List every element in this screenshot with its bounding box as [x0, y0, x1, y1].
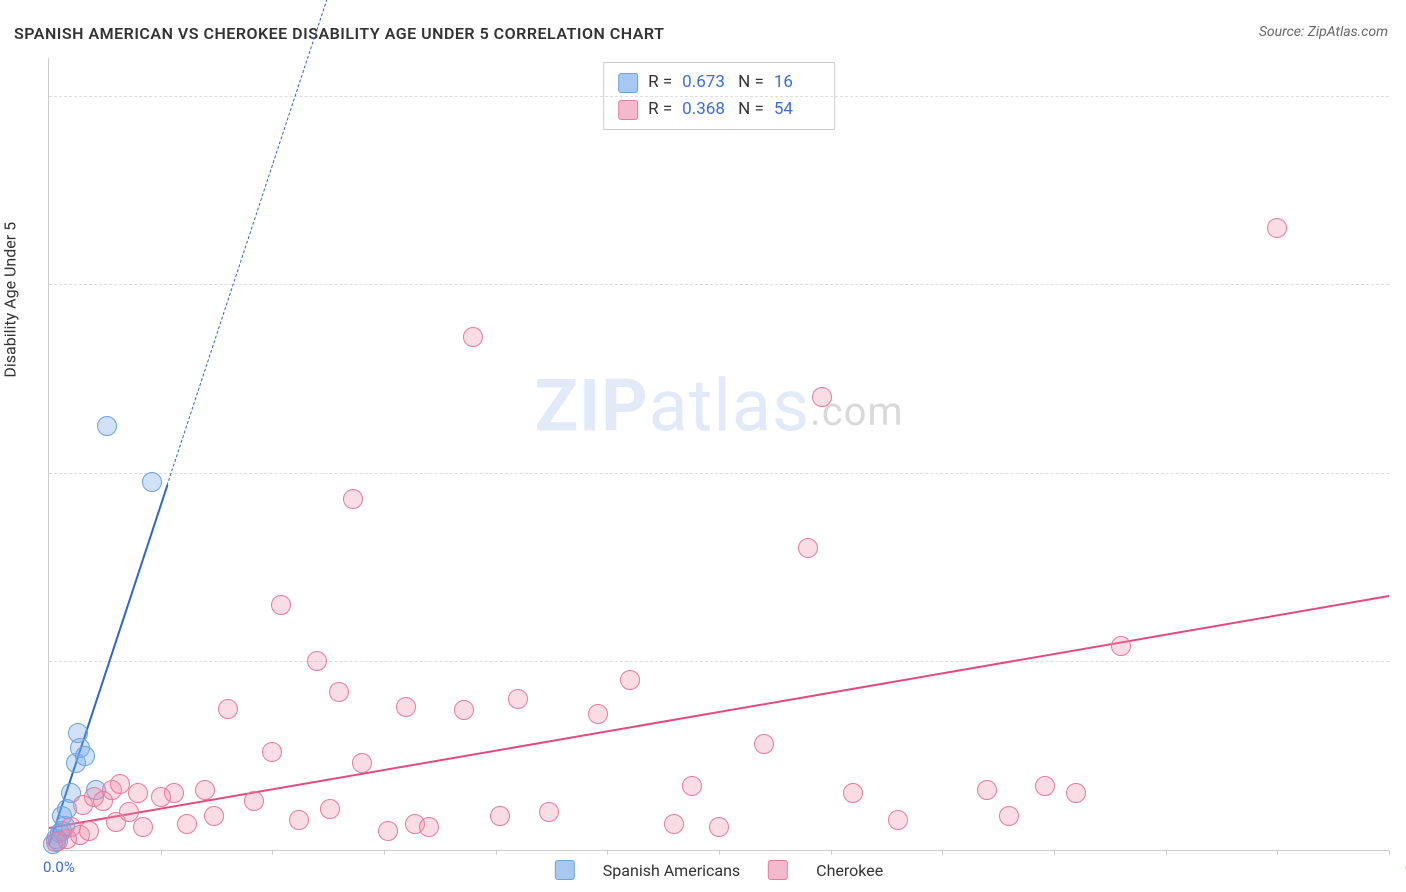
data-point — [754, 734, 774, 754]
data-point — [588, 704, 608, 724]
data-point — [812, 387, 832, 407]
gridline — [49, 96, 1389, 97]
x-tick-mark — [831, 850, 832, 855]
gridline — [49, 284, 1389, 285]
data-point — [620, 670, 640, 690]
x-tick-mark — [1166, 850, 1167, 855]
data-point — [1267, 218, 1287, 238]
x-tick-mark — [607, 850, 608, 855]
r-value: 0.368 — [682, 96, 728, 123]
x-tick-mark — [1054, 850, 1055, 855]
data-point — [977, 780, 997, 800]
data-point — [307, 651, 327, 671]
data-point — [454, 700, 474, 720]
data-point — [97, 416, 117, 436]
data-point — [177, 814, 197, 834]
n-value: 54 — [774, 96, 820, 123]
data-point — [888, 810, 908, 830]
data-point — [68, 723, 88, 743]
y-tick-label: 10.0% — [1397, 652, 1406, 670]
swatch-icon — [618, 100, 638, 120]
data-point — [133, 817, 153, 837]
data-point — [352, 753, 372, 773]
stats-row-spanish: R = 0.673 N = 16 — [618, 69, 820, 96]
data-point — [664, 814, 684, 834]
data-point — [798, 538, 818, 558]
swatch-icon — [555, 860, 575, 880]
gridline — [49, 473, 1389, 474]
regression-line-extrapolation — [167, 0, 362, 485]
legend-label: Cherokee — [816, 861, 883, 880]
source-attribution: Source: ZipAtlas.com — [1259, 24, 1388, 40]
data-point — [343, 489, 363, 509]
x-axis-origin-label: 0.0% — [43, 858, 75, 876]
y-tick-label: 20.0% — [1397, 464, 1406, 482]
data-point — [142, 472, 162, 492]
data-point — [508, 689, 528, 709]
chart-title: SPANISH AMERICAN VS CHEROKEE DISABILITY … — [14, 24, 664, 43]
x-tick-mark — [719, 850, 720, 855]
gridline — [49, 661, 1389, 662]
series-legend: Spanish Americans Cherokee — [555, 860, 883, 880]
data-point — [218, 699, 238, 719]
data-point — [262, 742, 282, 762]
r-value: 0.673 — [682, 69, 728, 96]
data-point — [320, 799, 340, 819]
x-tick-mark — [384, 850, 385, 855]
data-point — [1035, 776, 1055, 796]
data-point — [709, 817, 729, 837]
data-point — [378, 821, 398, 841]
data-point — [682, 776, 702, 796]
data-point — [75, 746, 95, 766]
swatch-icon — [618, 73, 638, 93]
legend-label: Spanish Americans — [603, 861, 740, 880]
data-point — [289, 810, 309, 830]
data-point — [244, 791, 264, 811]
data-point — [999, 806, 1019, 826]
x-tick-mark — [1277, 850, 1278, 855]
watermark-text: ZIPatlas.com — [534, 364, 903, 449]
data-point — [79, 821, 99, 841]
x-tick-mark — [161, 850, 162, 855]
data-point — [128, 783, 148, 803]
data-point — [539, 802, 559, 822]
data-point — [195, 780, 215, 800]
data-point — [271, 595, 291, 615]
n-value: 16 — [774, 69, 820, 96]
swatch-icon — [768, 860, 788, 880]
data-point — [204, 806, 224, 826]
y-tick-label: 40.0% — [1397, 87, 1406, 105]
data-point — [329, 682, 349, 702]
stats-row-cherokee: R = 0.368 N = 54 — [618, 96, 820, 123]
data-point — [419, 817, 439, 837]
x-tick-mark — [496, 850, 497, 855]
data-point — [1066, 783, 1086, 803]
y-axis-label: Disability Age Under 5 — [1, 222, 20, 378]
data-point — [396, 697, 416, 717]
data-point — [164, 783, 184, 803]
x-tick-mark — [1389, 850, 1390, 855]
x-tick-mark — [942, 850, 943, 855]
y-tick-label: 30.0% — [1397, 275, 1406, 293]
data-point — [490, 806, 510, 826]
data-point — [1111, 636, 1131, 656]
data-point — [843, 783, 863, 803]
data-point — [463, 327, 483, 347]
x-tick-mark — [272, 850, 273, 855]
scatter-plot-area: ZIPatlas.com R = 0.673 N = 16 R = 0.368 … — [48, 58, 1389, 851]
